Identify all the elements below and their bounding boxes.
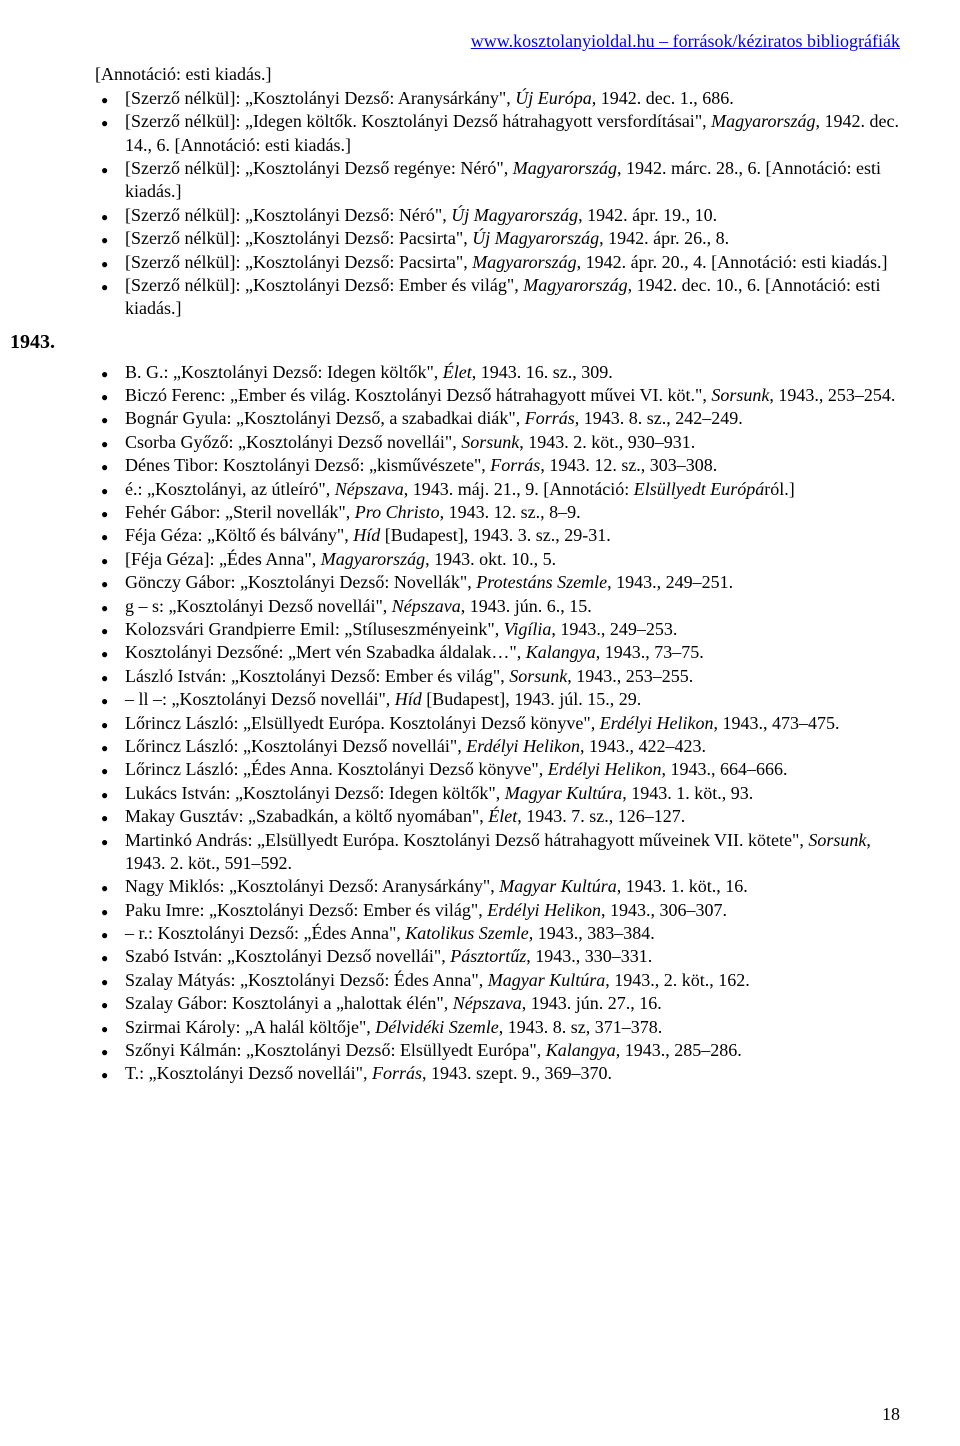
bibliography-entry: Szirmai Károly: „A halál költője", Délvi… (95, 1016, 910, 1039)
bibliography-entry: Biczó Ferenc: „Ember és világ. Kosztolán… (95, 384, 910, 407)
bibliography-entry: Bognár Gyula: „Kosztolányi Dezső, a szab… (95, 407, 910, 430)
bibliography-entry: [Szerző nélkül]: „Idegen költők. Kosztol… (95, 110, 910, 157)
bibliography-entry: Paku Imre: „Kosztolányi Dezső: Ember és … (95, 899, 910, 922)
bibliography-entry: [Szerző nélkül]: „Kosztolányi Dezső: Emb… (95, 274, 910, 321)
bibliography-entry: [Szerző nélkül]: „Kosztolányi Dezső: Ara… (95, 87, 910, 110)
bibliography-entry: Dénes Tibor: Kosztolányi Dezső: „kisművé… (95, 454, 910, 477)
bibliography-entry: Lőrincz László: „Kosztolányi Dezső novel… (95, 735, 910, 758)
bibliography-list-1943: B. G.: „Kosztolányi Dezső: Idegen költők… (95, 361, 910, 1086)
bibliography-entry: Makay Gusztáv: „Szabadkán, a költő nyomá… (95, 805, 910, 828)
bibliography-entry: B. G.: „Kosztolányi Dezső: Idegen költők… (95, 361, 910, 384)
bibliography-entry: Lukács István: „Kosztolányi Dezső: Idege… (95, 782, 910, 805)
intro-annotation: [Annotáció: esti kiadás.] (95, 63, 910, 86)
bibliography-entry: Gönczy Gábor: „Kosztolányi Dezső: Novell… (95, 571, 910, 594)
bibliography-entry: Kosztolányi Dezsőné: „Mert vén Szabadka … (95, 641, 910, 664)
bibliography-entry: [Szerző nélkül]: „Kosztolányi Dezső: Nér… (95, 204, 910, 227)
bibliography-entry: Csorba Győző: „Kosztolányi Dezső novellá… (95, 431, 910, 454)
bibliography-entry: Szabó István: „Kosztolányi Dezső novellá… (95, 945, 910, 968)
bibliography-entry: Szalay Mátyás: „Kosztolányi Dezső: Édes … (95, 969, 910, 992)
bibliography-entry: László István: „Kosztolányi Dezső: Ember… (95, 665, 910, 688)
bibliography-entry: [Szerző nélkül]: „Kosztolányi Dezső: Pac… (95, 227, 910, 250)
bibliography-entry: Martinkó András: „Elsüllyedt Európa. Kos… (95, 829, 910, 876)
bibliography-entry: T.: „Kosztolányi Dezső novellái", Forrás… (95, 1062, 910, 1085)
bibliography-entry: Lőrincz László: „Édes Anna. Kosztolányi … (95, 758, 910, 781)
bibliography-entry: Szőnyi Kálmán: „Kosztolányi Dezső: Elsül… (95, 1039, 910, 1062)
bibliography-list-1942: [Szerző nélkül]: „Kosztolányi Dezső: Ara… (95, 87, 910, 321)
bibliography-entry: [Szerző nélkül]: „Kosztolányi Dezső: Pac… (95, 251, 910, 274)
bibliography-entry: Fehér Gábor: „Steril novellák", Pro Chri… (95, 501, 910, 524)
bibliography-entry: [Szerző nélkül]: „Kosztolányi Dezső regé… (95, 157, 910, 204)
bibliography-entry: – r.: Kosztolányi Dezső: „Édes Anna", Ka… (95, 922, 910, 945)
bibliography-entry: Féja Géza: „Költő és bálvány", Híd [Buda… (95, 524, 910, 547)
bibliography-entry: é.: „Kosztolányi, az útleíró", Népszava,… (95, 478, 910, 501)
source-url[interactable]: www.kosztolanyioldal.hu – források/kézir… (10, 30, 910, 53)
page-number: 18 (882, 1403, 900, 1426)
bibliography-entry: Kolozsvári Grandpierre Emil: „Stíluseszm… (95, 618, 910, 641)
bibliography-entry: – ll –: „Kosztolányi Dezső novellái", Hí… (95, 688, 910, 711)
bibliography-entry: Szalay Gábor: Kosztolányi a „halottak él… (95, 992, 910, 1015)
bibliography-entry: [Féja Géza]: „Édes Anna", Magyarország, … (95, 548, 910, 571)
bibliography-entry: Nagy Miklós: „Kosztolányi Dezső: Aranysá… (95, 875, 910, 898)
year-heading: 1943. (10, 329, 910, 355)
bibliography-entry: g – s: „Kosztolányi Dezső novellái", Nép… (95, 595, 910, 618)
bibliography-entry: Lőrincz László: „Elsüllyedt Európa. Kosz… (95, 712, 910, 735)
